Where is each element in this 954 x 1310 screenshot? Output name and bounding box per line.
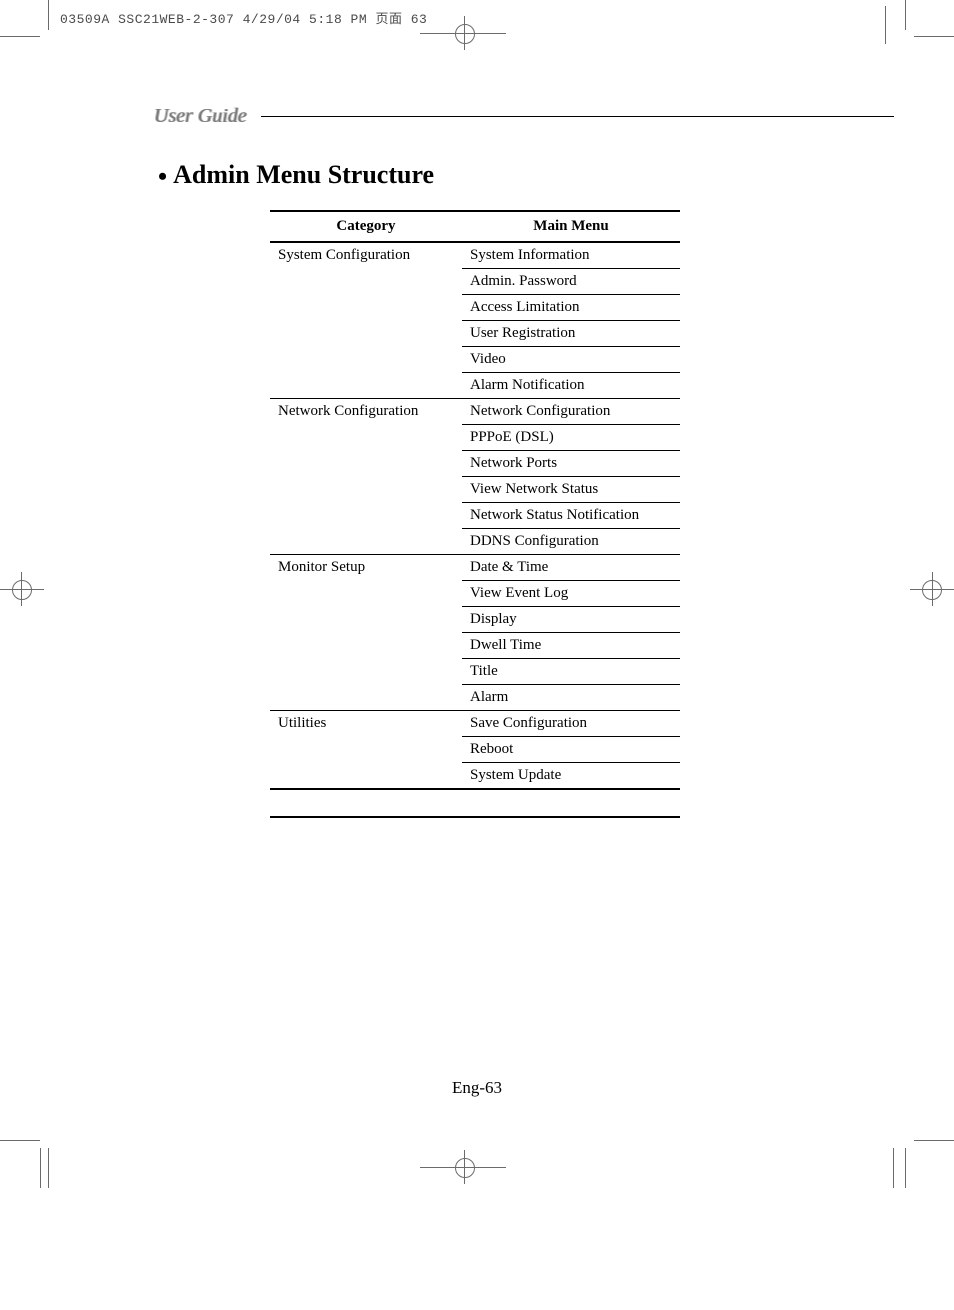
table-row: User Registration [270,321,680,347]
mainmenu-cell: View Event Log [462,581,680,607]
category-cell [270,503,462,529]
table-row: System Update [270,763,680,789]
mainmenu-cell: System Information [462,243,680,269]
bullet-icon: • [158,162,167,191]
table-row: Network ConfigurationNetwork Configurati… [270,399,680,425]
category-cell [270,737,462,763]
section-title-text: Admin Menu Structure [173,160,434,189]
mainmenu-cell: Title [462,659,680,685]
category-cell [270,633,462,659]
table-row: Title [270,659,680,685]
crop-mark [48,0,49,30]
category-cell: Monitor Setup [270,555,462,581]
table-row: Monitor SetupDate & Time [270,555,680,581]
running-head: User Guide [154,105,894,128]
table-row: DDNS Configuration [270,529,680,555]
mainmenu-cell: User Registration [462,321,680,347]
registration-mark-icon [420,1167,506,1168]
running-head-label: User Guide [154,105,261,128]
crop-mark [905,0,906,30]
mainmenu-cell: Reboot [462,737,680,763]
admin-menu-table: Category Main Menu System ConfigurationS… [270,210,680,818]
category-cell [270,425,462,451]
category-cell [270,295,462,321]
mainmenu-cell: PPPoE (DSL) [462,425,680,451]
category-cell [270,373,462,399]
mainmenu-cell: System Update [462,763,680,789]
table-row: PPPoE (DSL) [270,425,680,451]
category-cell [270,685,462,711]
category-cell [270,581,462,607]
print-header: 03509A SSC21WEB-2-307 4/29/04 5:18 PM 页面… [60,8,427,27]
table-row: Display [270,607,680,633]
mainmenu-cell: Network Ports [462,451,680,477]
crop-mark [0,1140,40,1141]
crop-mark [914,1140,954,1141]
category-cell [270,477,462,503]
mainmenu-cell: Video [462,347,680,373]
registration-mark-icon [0,589,44,590]
registration-mark-icon [21,572,22,606]
registration-mark-icon [455,1158,475,1178]
category-cell [270,269,462,295]
category-cell: Utilities [270,711,462,737]
category-cell [270,529,462,555]
table-row: View Network Status [270,477,680,503]
table-row: Admin. Password [270,269,680,295]
running-head-rule [261,116,894,117]
table-row: Access Limitation [270,295,680,321]
crop-mark [885,6,886,44]
table-row: Alarm Notification [270,373,680,399]
mainmenu-cell: Dwell Time [462,633,680,659]
table-row: Reboot [270,737,680,763]
table-row: View Event Log [270,581,680,607]
page-number: Eng-63 [0,1078,954,1098]
category-cell [270,347,462,373]
registration-mark-icon [464,1150,465,1184]
mainmenu-cell: Save Configuration [462,711,680,737]
table-row: System ConfigurationSystem Information [270,243,680,269]
registration-mark-icon [932,572,933,606]
registration-mark-icon [464,16,465,50]
table-header-mainmenu: Main Menu [462,212,680,241]
table-row: Network Status Notification [270,503,680,529]
category-cell [270,451,462,477]
mainmenu-cell: Date & Time [462,555,680,581]
crop-mark [40,1148,41,1188]
category-cell: Network Configuration [270,399,462,425]
mainmenu-cell: Network Configuration [462,399,680,425]
mainmenu-cell: Alarm [462,685,680,711]
category-cell [270,763,462,789]
registration-mark-icon [420,33,506,34]
crop-mark [914,36,954,37]
table-row: Network Ports [270,451,680,477]
mainmenu-cell: Access Limitation [462,295,680,321]
mainmenu-cell: Display [462,607,680,633]
registration-mark-icon [12,580,32,600]
crop-mark [0,36,40,37]
mainmenu-cell: View Network Status [462,477,680,503]
table-row: Alarm [270,685,680,711]
crop-mark [48,1148,49,1188]
table-row: Video [270,347,680,373]
section-title: •Admin Menu Structure [158,160,434,192]
mainmenu-cell: Admin. Password [462,269,680,295]
table-row: Dwell Time [270,633,680,659]
table-spacer [270,790,680,816]
registration-mark-icon [455,24,475,44]
table-rule [270,816,680,818]
mainmenu-cell: Network Status Notification [462,503,680,529]
mainmenu-cell: DDNS Configuration [462,529,680,555]
category-cell [270,659,462,685]
crop-mark [893,1148,894,1188]
crop-mark [905,1148,906,1188]
category-cell [270,321,462,347]
mainmenu-cell: Alarm Notification [462,373,680,399]
category-cell: System Configuration [270,243,462,269]
table-header-category: Category [270,212,462,241]
table-row: UtilitiesSave Configuration [270,711,680,737]
table-header-row: Category Main Menu [270,212,680,241]
category-cell [270,607,462,633]
